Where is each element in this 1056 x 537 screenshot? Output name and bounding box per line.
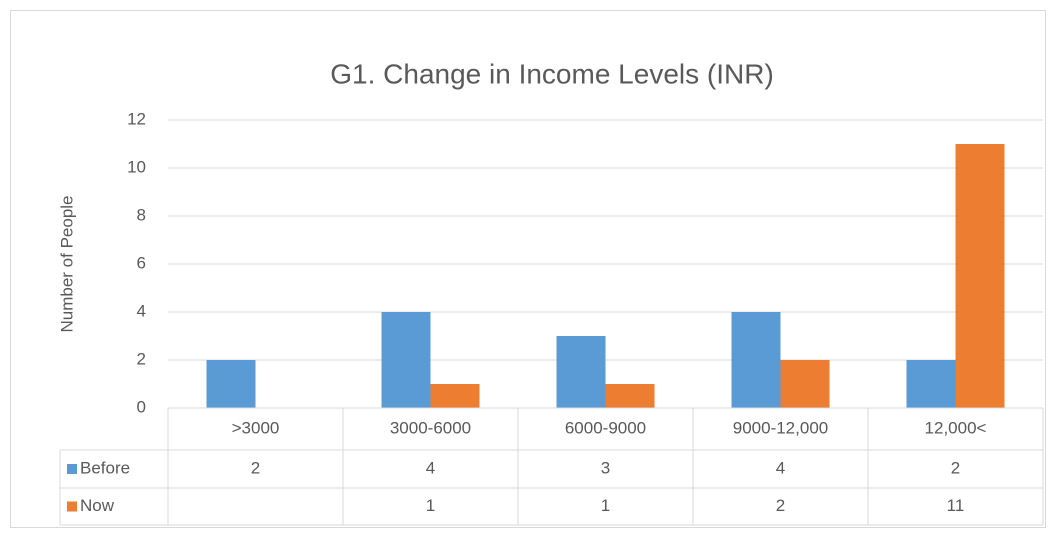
- bar: [955, 144, 1005, 408]
- bar: [206, 360, 256, 408]
- x-tick-label: 9000-12,000: [733, 418, 828, 437]
- x-tick-label: 6000-9000: [565, 418, 646, 437]
- x-tick-label: >3000: [232, 418, 280, 437]
- table-value: 2: [951, 458, 960, 477]
- y-tick-label: 8: [137, 205, 146, 224]
- legend-label: Before: [80, 458, 130, 477]
- y-tick-label: 0: [137, 397, 146, 416]
- legend-key: [67, 501, 77, 512]
- table-value: 3: [601, 458, 610, 477]
- x-tick-label: 12,000<: [925, 418, 987, 437]
- table-value: 1: [601, 496, 610, 515]
- table-value: 1: [426, 496, 435, 515]
- table-value: 2: [776, 496, 785, 515]
- bar: [906, 360, 956, 408]
- x-tick-label: 3000-6000: [390, 418, 471, 437]
- bar: [430, 384, 480, 408]
- y-tick-label: 2: [137, 349, 146, 368]
- bar: [381, 312, 431, 408]
- bar: [780, 360, 830, 408]
- y-tick-label: 4: [137, 301, 146, 320]
- bar: [605, 384, 655, 408]
- chart-border: [10, 10, 1046, 528]
- table-value: 2: [251, 458, 260, 477]
- y-axis-label: Number of People: [57, 195, 76, 332]
- bar: [731, 312, 781, 408]
- table-value: 4: [776, 458, 785, 477]
- table-value: 4: [426, 458, 435, 477]
- y-tick-label: 6: [137, 253, 146, 272]
- y-tick-label: 12: [127, 109, 146, 128]
- legend-key: [67, 464, 77, 474]
- y-tick-label: 10: [127, 157, 146, 176]
- legend-label: Now: [80, 496, 115, 515]
- bar: [556, 336, 606, 408]
- table-value: 11: [947, 496, 965, 515]
- chart-title: G1. Change in Income Levels (INR): [330, 58, 774, 89]
